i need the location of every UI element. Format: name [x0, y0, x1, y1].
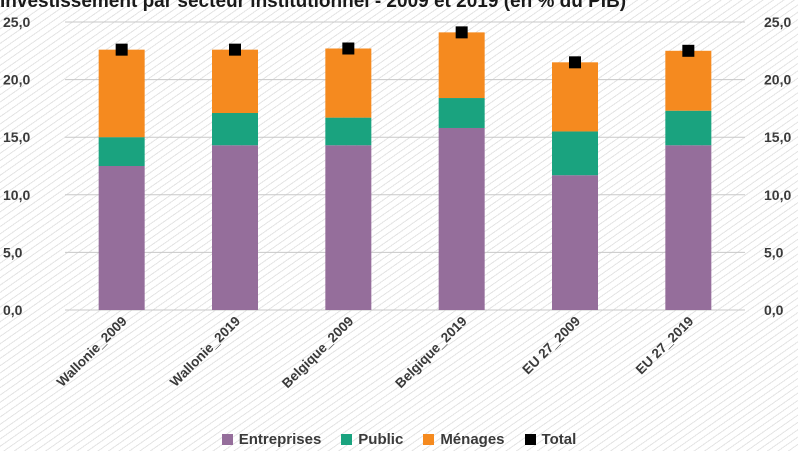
- legend-swatch-total: [524, 433, 536, 445]
- legend-item-total: Total: [524, 430, 577, 448]
- bar-menages: [438, 32, 485, 99]
- legend-label-public: Public: [358, 430, 404, 448]
- chart-plot: 0,0 0,0 5,0 5,0 10,0 10,0 15,0 15,0 20,0 20,0 25,0…: [3, 14, 791, 391]
- y-tick-label-left: 10,0: [3, 187, 30, 203]
- y-tick-label-left: 5,0: [3, 244, 23, 260]
- total-marker: [115, 43, 128, 56]
- y-tick-label-left: 0,0: [3, 302, 23, 318]
- total-marker: [342, 42, 355, 55]
- y-tick-label-left: 25,0: [3, 14, 30, 30]
- bar-menages: [212, 49, 258, 114]
- bar-entreprises: [665, 145, 712, 310]
- y-tick-label-right: 5,0: [764, 244, 784, 260]
- total-marker: [455, 26, 468, 39]
- legend-swatch-entreprises: [221, 433, 233, 445]
- bar-menages: [325, 48, 372, 118]
- x-tick-label: Belgique_2009: [279, 314, 356, 391]
- y-tick-label-left: 20,0: [3, 72, 30, 88]
- legend-label-entreprises: Entreprises: [238, 430, 322, 448]
- legend-item-entreprises: Entreprises: [221, 430, 322, 448]
- x-tick-label: Belgique_2019: [392, 314, 469, 391]
- bar-entreprises: [98, 166, 145, 310]
- x-tick-label: EU 27_2019: [633, 314, 697, 378]
- bar-public: [438, 98, 485, 128]
- bar-menages: [98, 49, 145, 138]
- legend-swatch-menages: [423, 433, 435, 445]
- bar-menages: [665, 50, 712, 111]
- total-marker: [569, 56, 581, 69]
- total-marker: [682, 44, 695, 57]
- y-tick-label-right: 0,0: [764, 302, 784, 318]
- bar-public: [212, 113, 258, 146]
- total-marker: [229, 43, 241, 56]
- legend-item-public: Public: [341, 431, 403, 448]
- chart-legend: Entreprises Public Ménages Total: [0, 428, 798, 450]
- legend-swatch-public: [341, 433, 353, 445]
- y-tick-label-right: 15,0: [764, 129, 791, 145]
- bar-public: [665, 110, 712, 146]
- chart-title: Investissement par secteur institutionne…: [0, 0, 627, 12]
- bar-entreprises: [212, 145, 258, 310]
- legend-item-menages: Ménages: [423, 430, 505, 448]
- y-tick-label-right: 25,0: [764, 14, 791, 30]
- bar-public: [325, 117, 372, 146]
- y-tick-label-right: 10,0: [764, 187, 791, 203]
- x-tick-label: Wallonie_2009: [54, 314, 130, 390]
- legend-label-menages: Ménages: [440, 430, 505, 448]
- bar-entreprises: [325, 145, 372, 310]
- bar-public: [98, 137, 145, 166]
- x-tick-label: Wallonie_2019: [167, 314, 243, 390]
- bar-entreprises: [438, 127, 485, 310]
- legend-label-total: Total: [541, 430, 577, 448]
- y-tick-label-right: 20,0: [764, 72, 791, 88]
- bar-menages: [552, 62, 598, 132]
- x-tick-label: EU 27_2009: [519, 314, 583, 378]
- bar-public: [552, 131, 598, 176]
- y-tick-label-left: 15,0: [3, 129, 30, 145]
- bar-entreprises: [552, 175, 598, 310]
